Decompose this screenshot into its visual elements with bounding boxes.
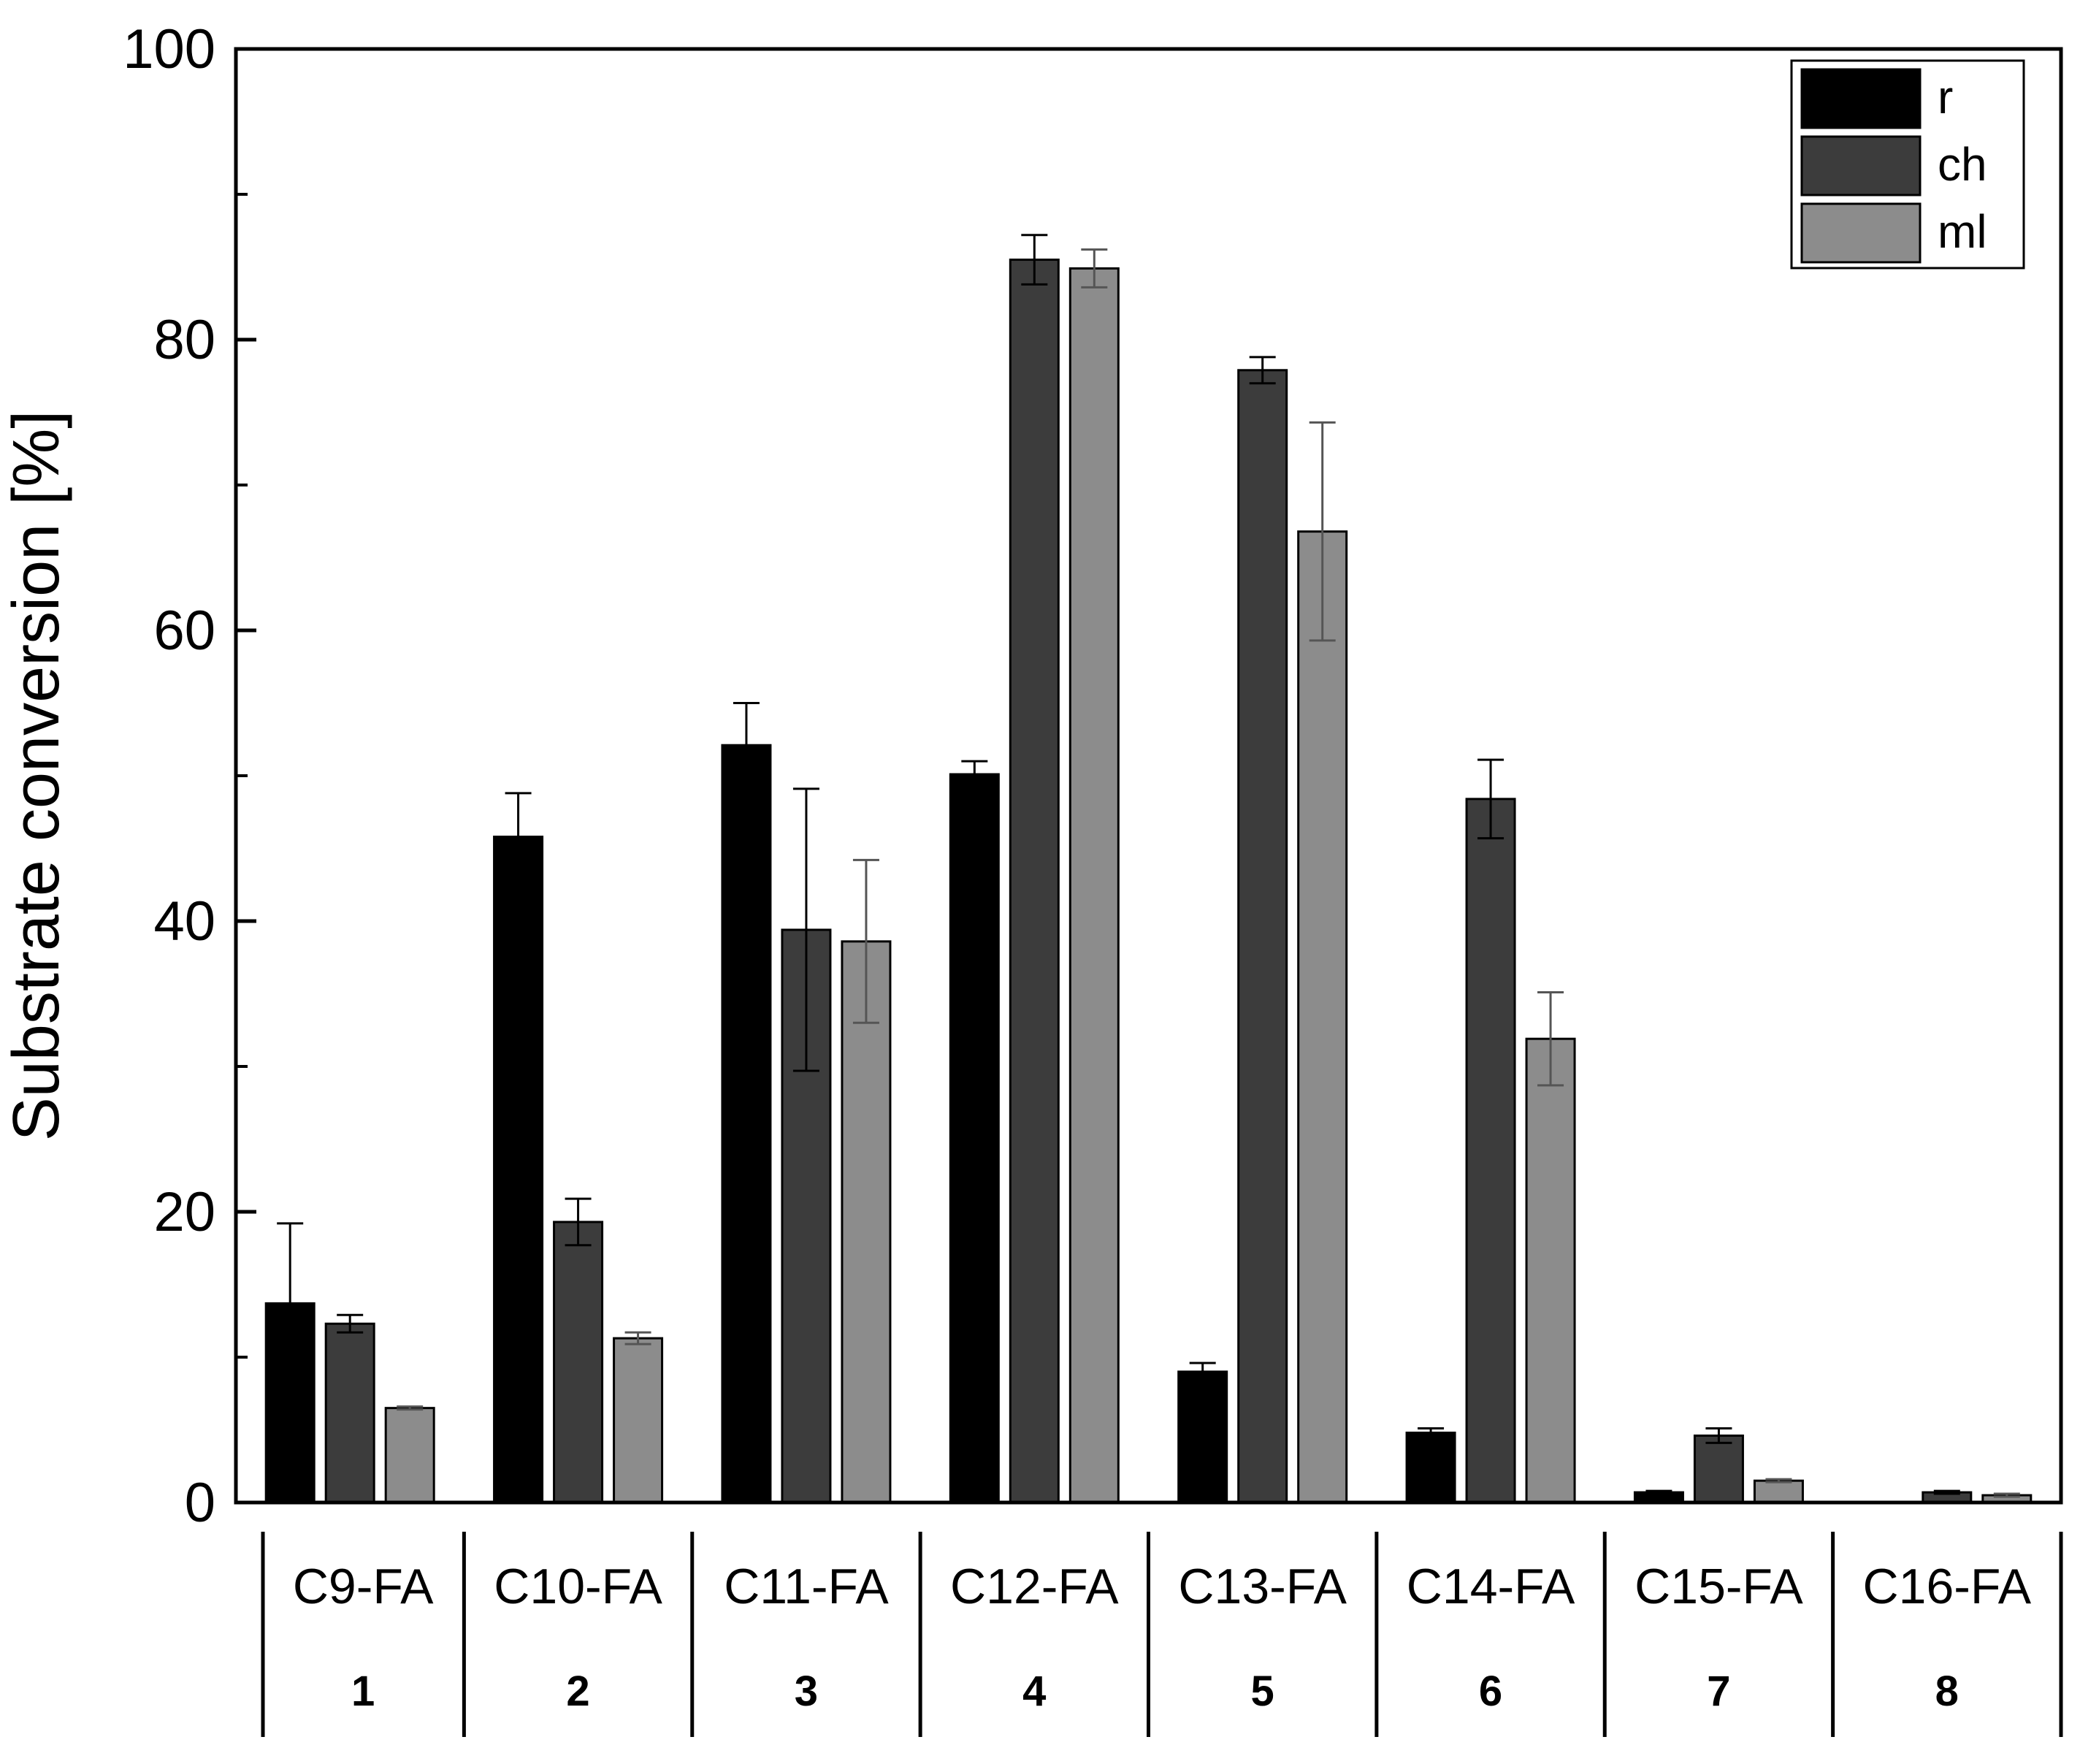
error-bar-ml-C16-FA (1993, 1492, 2020, 1498)
bar-r-C13-FA (1177, 1370, 1228, 1504)
y-tick-label-0: 0 (185, 1472, 215, 1534)
y-tick-label-40: 40 (153, 890, 215, 952)
bar-r-C11-FA (721, 744, 772, 1504)
bar-ch-C13-FA (1237, 369, 1288, 1504)
bar-r-C14-FA (1405, 1431, 1456, 1504)
error-bar-ch-C11-FA (792, 787, 819, 1072)
bar-ml-C11-FA (841, 940, 892, 1504)
error-bar-r-C11-FA (733, 702, 760, 789)
category-label-C14-FA: C14-FA (1407, 1559, 1575, 1614)
bar-r-C12-FA (949, 773, 1000, 1504)
bar-ml-C15-FA (1753, 1479, 1804, 1504)
error-bar-ch-C15-FA (1705, 1427, 1732, 1444)
bar-ml-C9-FA (384, 1407, 435, 1504)
y-axis-label: Substrate conversion [%] (0, 411, 73, 1142)
category-number-2: 2 (566, 1668, 589, 1715)
y-tick-label-100: 100 (123, 18, 215, 80)
category-axis-layer: C9-FA 1 C10-FA 2 C11-FA 3 C12-FA 4 C13-FA 5 C14-FA… (261, 1532, 2063, 1737)
bar-ch-C15-FA (1693, 1434, 1744, 1504)
category-label-C13-FA: C13-FA (1178, 1559, 1347, 1614)
y-ticks-layer: 0 20 40 60 80 100 (123, 18, 256, 1534)
y-tick-label-80: 80 (153, 309, 215, 371)
bar-ml-C14-FA (1525, 1037, 1576, 1504)
bar-ch-C9-FA (324, 1322, 375, 1504)
bar-ch-C10-FA (553, 1221, 604, 1504)
legend: r ch ml (1790, 59, 2025, 270)
category-number-4: 4 (1022, 1668, 1046, 1715)
error-bar-ml-C10-FA (624, 1331, 651, 1345)
bar-ch-C14-FA (1465, 798, 1516, 1504)
error-bar-r-C15-FA (1645, 1489, 1672, 1495)
bars-layer (264, 259, 2033, 1504)
category-number-3: 3 (795, 1668, 818, 1715)
error-bar-ch-C13-FA (1249, 356, 1276, 385)
bar-r-C10-FA (493, 836, 544, 1504)
error-bar-ml-C15-FA (1765, 1478, 1792, 1484)
legend-label-r: r (1938, 71, 1953, 123)
bar-ml-C12-FA (1068, 267, 1120, 1504)
legend-label-ch: ch (1938, 138, 1987, 191)
error-bar-r-C10-FA (505, 792, 532, 882)
error-bar-ml-C11-FA (852, 858, 879, 1024)
legend-swatch-r (1800, 68, 1922, 129)
error-bar-ml-C9-FA (397, 1405, 424, 1411)
category-number-6: 6 (1479, 1668, 1502, 1715)
legend-swatch-ml (1800, 202, 1922, 264)
error-bar-ch-C9-FA (337, 1313, 364, 1334)
error-bar-ch-C14-FA (1477, 758, 1504, 840)
error-bar-ml-C14-FA (1537, 991, 1564, 1087)
y-tick-label-20: 20 (153, 1181, 215, 1243)
category-number-1: 1 (351, 1668, 375, 1715)
error-bar-r-C13-FA (1189, 1362, 1216, 1382)
category-label-C11-FA: C11-FA (724, 1559, 889, 1614)
error-bar-ch-C12-FA (1021, 234, 1048, 286)
bar-ml-C13-FA (1297, 530, 1348, 1504)
category-number-5: 5 (1251, 1668, 1274, 1715)
category-label-C9-FA: C9-FA (293, 1559, 434, 1614)
category-number-7: 7 (1707, 1668, 1730, 1715)
category-label-C12-FA: C12-FA (950, 1559, 1119, 1614)
error-bar-ch-C16-FA (1933, 1489, 1960, 1495)
y-tick-label-60: 60 (153, 600, 215, 662)
category-label-C15-FA: C15-FA (1634, 1559, 1803, 1614)
error-bar-r-C9-FA (277, 1222, 304, 1385)
category-label-C16-FA: C16-FA (1863, 1559, 2032, 1614)
category-number-8: 8 (1935, 1668, 1959, 1715)
error-bar-r-C12-FA (961, 760, 988, 789)
error-bars-layer (277, 234, 2020, 1498)
error-bar-ml-C13-FA (1309, 421, 1336, 642)
legend-swatch-ch (1800, 135, 1922, 196)
category-label-C10-FA: C10-FA (494, 1559, 662, 1614)
error-bar-r-C14-FA (1418, 1427, 1445, 1438)
bar-ml-C10-FA (613, 1337, 664, 1504)
bar-ch-C12-FA (1009, 259, 1060, 1504)
error-bar-ch-C10-FA (565, 1197, 592, 1247)
error-bar-ml-C12-FA (1081, 248, 1108, 289)
legend-label-ml: ml (1938, 205, 1987, 258)
